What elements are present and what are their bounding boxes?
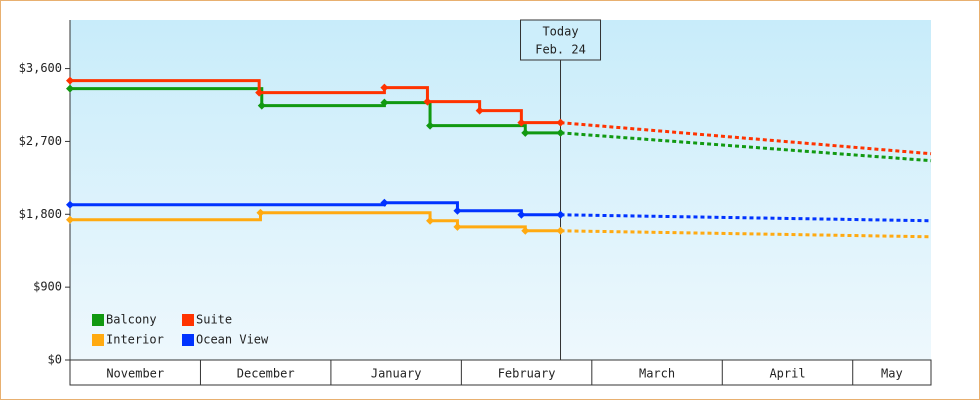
price-marker	[66, 76, 74, 85]
marks: $0 $900 $1,800 $2,700 $3,600 November December…	[19, 19, 932, 385]
legend-label: Ocean View	[196, 333, 269, 347]
x-tick-label: January	[371, 367, 422, 381]
price-marker	[517, 210, 526, 219]
y-tick-label: $900	[33, 280, 62, 294]
x-tick-label: November	[106, 367, 164, 381]
legend-label: Suite	[196, 313, 232, 327]
legend-swatch	[92, 314, 104, 326]
price-marker	[423, 97, 432, 106]
legend-label: Interior	[106, 333, 164, 347]
price-marker	[453, 206, 462, 215]
price-marker	[475, 106, 484, 115]
price-marker	[556, 210, 565, 219]
price-marker	[256, 208, 265, 217]
price-marker	[556, 128, 565, 137]
price-marker	[66, 215, 74, 224]
today-label: Feb. 24	[535, 43, 586, 57]
projection-line	[560, 121, 932, 156]
x-tick-label: March	[639, 367, 675, 381]
price-marker	[556, 226, 565, 235]
legend-swatch	[182, 334, 194, 346]
price-marker	[66, 84, 74, 93]
x-tick-label: April	[769, 367, 805, 381]
projection-line	[560, 131, 932, 163]
today-box	[520, 19, 602, 61]
plot-area	[70, 20, 931, 360]
price-marker	[255, 88, 264, 97]
price-marker	[426, 121, 435, 130]
legend-label: Balcony	[106, 313, 157, 327]
price-marker	[257, 101, 266, 110]
price-marker	[556, 118, 565, 127]
price-marker	[517, 118, 526, 127]
x-tick-label: February	[498, 367, 556, 381]
price-marker	[380, 98, 389, 107]
price-marker	[521, 226, 530, 235]
y-tick-label: $1,800	[19, 207, 62, 221]
x-tick-label: December	[237, 367, 295, 381]
legend-swatch	[182, 314, 194, 326]
projection-line	[560, 229, 932, 239]
x-tick-label: May	[881, 367, 903, 381]
y-tick-label: $0	[48, 353, 62, 367]
price-marker	[380, 198, 389, 207]
legend-swatch	[92, 334, 104, 346]
price-marker	[426, 216, 435, 225]
projection-line	[560, 213, 932, 223]
price-marker	[66, 200, 74, 209]
price-marker	[521, 128, 530, 137]
price-marker	[380, 83, 389, 92]
price-marker	[453, 222, 462, 231]
x-axis-band	[69, 359, 932, 386]
y-tick-label: $3,600	[19, 61, 62, 75]
today-label: Today	[542, 25, 578, 39]
y-tick-label: $2,700	[19, 134, 62, 148]
